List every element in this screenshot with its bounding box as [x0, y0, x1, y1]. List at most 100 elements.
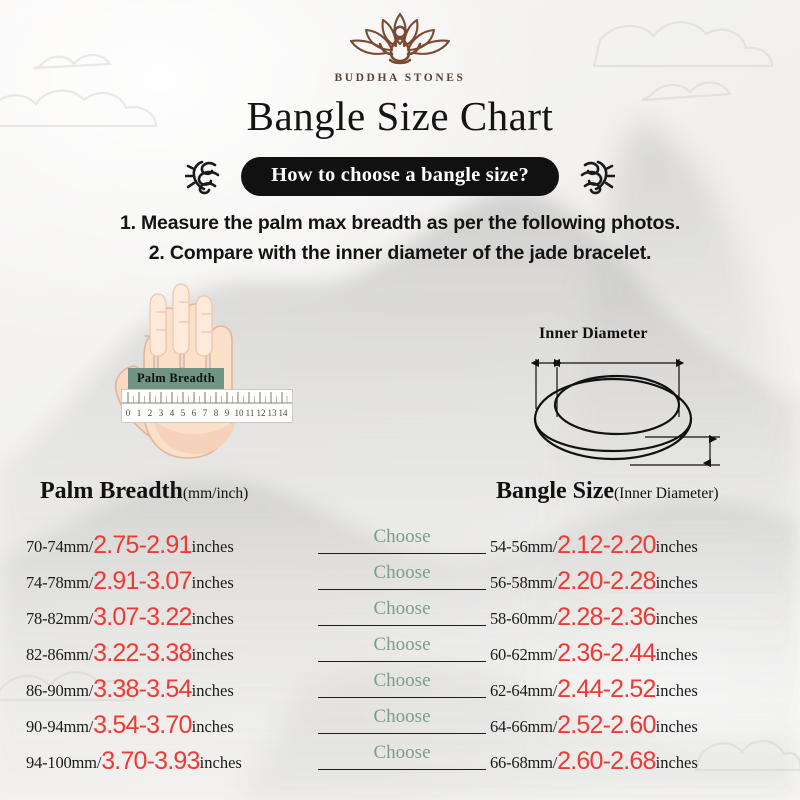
- bangle-size-cell: 60-62mm/2.36-2.44 inches: [490, 639, 786, 667]
- palm-breadth-mm: 86-90mm/: [26, 681, 94, 700]
- palm-breadth-mm: 74-78mm/: [26, 573, 94, 592]
- choose-connector[interactable]: Choose: [318, 563, 486, 593]
- bangle-size-inches-value: 2.52-2.60: [557, 711, 656, 739]
- bangle-size-cell: 54-56mm/2.12-2.20 inches: [490, 532, 786, 558]
- bangle-size-cell: 58-60mm/2.28-2.36 inches: [490, 603, 786, 631]
- instruction-step-2: 2. Compare with the inner diameter of th…: [148, 242, 652, 265]
- bangle-size-mm: 62-64mm/: [490, 681, 558, 700]
- choose-label: Choose: [373, 706, 431, 727]
- instruction-list: 1. Measure the palm max breadth as per t…: [0, 208, 800, 268]
- palm-breadth-inches-value: 3.07-3.22: [93, 603, 192, 631]
- palm-breadth-header-unit: (mm/inch): [182, 485, 249, 502]
- bangle-size-cell: 64-66mm/2.52-2.60 inches: [490, 711, 786, 739]
- choose-label: Choose: [373, 742, 431, 763]
- choose-label: Choose: [373, 598, 431, 619]
- palm-breadth-inches-value: 3.70-3.93: [101, 747, 200, 775]
- choose-connector[interactable]: Choose: [318, 707, 486, 737]
- svg-text:2: 2: [148, 408, 153, 418]
- bangle-size-cell: 56-58mm/2.20-2.28 inches: [490, 567, 786, 595]
- table-row: 78-82mm/3.07-3.22 inches Choose 58-60mm/2.2…: [0, 593, 800, 631]
- palm-breadth-mm: 94-100mm/: [26, 753, 102, 772]
- palm-breadth-column-header: Palm Breadth(mm/inch): [40, 478, 248, 505]
- svg-text:10: 10: [235, 408, 245, 418]
- palm-breadth-unit: inches: [191, 717, 234, 736]
- choose-underline: [318, 661, 486, 662]
- bangle-ring-diagram-icon: [530, 358, 720, 468]
- choose-label: Choose: [373, 526, 431, 547]
- bangle-size-mm: 60-62mm/: [490, 645, 558, 664]
- palm-breadth-inches-value: 2.91-3.07: [93, 567, 192, 595]
- table-row: 86-90mm/3.38-3.54 inches Choose 62-64mm/2.4…: [0, 665, 800, 703]
- instruction-step-1: 1. Measure the palm max breadth as per t…: [119, 212, 681, 234]
- bangle-diameter-illustration: Inner Diameter: [505, 325, 755, 475]
- bangle-size-inches-value: 2.20-2.28: [557, 567, 656, 595]
- bangle-size-unit: inches: [655, 573, 698, 592]
- size-table: 70-74mm/2.75-2.91 inches Choose 54-56mm/2.1…: [0, 521, 800, 775]
- choose-connector[interactable]: Choose: [318, 527, 486, 557]
- palm-breadth-header-main: Palm Breadth: [40, 478, 183, 504]
- bangle-size-header-main: Bangle Size: [496, 478, 614, 504]
- palm-breadth-unit: inches: [191, 645, 234, 664]
- bangle-size-inches-value: 2.60-2.68: [557, 747, 656, 775]
- svg-text:0: 0: [126, 408, 131, 418]
- bangle-size-inches-value: 2.28-2.36: [557, 603, 656, 631]
- palm-breadth-badge: Palm Breadth: [128, 368, 225, 390]
- svg-text:14: 14: [279, 408, 289, 418]
- choose-underline: [318, 625, 486, 626]
- palm-breadth-inches-value: 3.38-3.54: [93, 675, 192, 703]
- palm-breadth-unit: inches: [191, 537, 234, 556]
- table-row: 82-86mm/3.22-3.38 inches Choose 60-62mm/2.3…: [0, 629, 800, 667]
- svg-text:8: 8: [214, 408, 219, 418]
- bangle-size-column-header: Bangle Size(Inner Diameter): [496, 478, 719, 505]
- bangle-size-mm: 54-56mm/: [490, 537, 558, 556]
- svg-text:7: 7: [203, 408, 208, 418]
- bangle-size-mm: 56-58mm/: [490, 573, 558, 592]
- choose-underline: [318, 733, 486, 734]
- palm-breadth-cell: 70-74mm/2.75-2.91 inches: [26, 532, 314, 558]
- palm-breadth-unit: inches: [191, 573, 234, 592]
- table-row: 90-94mm/3.54-3.70 inches Choose 64-66mm/2.5…: [0, 701, 800, 739]
- bangle-size-cell: 66-68mm/2.60-2.68 inches: [490, 747, 786, 775]
- brand-name: BUDDHA STONES: [334, 72, 466, 84]
- bangle-size-unit: inches: [655, 609, 698, 628]
- cloud-swirl-ornament-icon: [185, 160, 220, 195]
- palm-breadth-mm: 90-94mm/: [26, 717, 94, 736]
- table-row: 74-78mm/2.91-3.07 inches Choose 56-58mm/2.2…: [0, 557, 800, 595]
- bangle-size-unit: inches: [655, 681, 698, 700]
- palm-breadth-unit: inches: [191, 681, 234, 700]
- page-title: Bangle Size Chart: [246, 93, 554, 139]
- palm-breadth-cell: 86-90mm/3.38-3.54 inches: [26, 675, 314, 703]
- bangle-size-mm: 64-66mm/: [490, 717, 558, 736]
- choose-label: Choose: [373, 634, 431, 655]
- table-row: 70-74mm/2.75-2.91 inches Choose 54-56mm/2.1…: [0, 521, 800, 558]
- bangle-size-unit: inches: [655, 753, 698, 772]
- svg-text:1: 1: [137, 408, 142, 418]
- palm-breadth-cell: 90-94mm/3.54-3.70 inches: [26, 712, 314, 738]
- palm-breadth-inches-value: 3.22-3.38: [93, 639, 192, 667]
- palm-breadth-cell: 74-78mm/2.91-3.07 inches: [26, 567, 314, 595]
- bangle-size-inches-value: 2.36-2.44: [557, 639, 656, 667]
- svg-text:3: 3: [159, 408, 164, 418]
- choose-connector[interactable]: Choose: [318, 635, 486, 665]
- palm-breadth-mm: 78-82mm/: [26, 609, 94, 628]
- subtitle-row: How to choose a bangle size?: [0, 156, 800, 196]
- palm-breadth-cell: 82-86mm/3.22-3.38 inches: [26, 639, 314, 667]
- choose-connector[interactable]: Choose: [318, 671, 486, 701]
- choose-underline: [318, 697, 486, 698]
- svg-text:9: 9: [225, 408, 230, 418]
- choose-connector[interactable]: Choose: [318, 599, 486, 629]
- svg-text:12: 12: [257, 408, 266, 418]
- palm-breadth-mm: 70-74mm/: [26, 537, 94, 556]
- palm-breadth-unit: inches: [199, 753, 242, 772]
- lotus-meditation-icon: [349, 12, 451, 65]
- bangle-size-unit: inches: [655, 537, 698, 556]
- cloud-swirl-ornament-icon: [580, 160, 615, 195]
- bangle-size-unit: inches: [655, 645, 698, 664]
- choose-connector[interactable]: Choose: [318, 743, 486, 773]
- choose-label: Choose: [373, 562, 431, 583]
- palm-breadth-mm: 82-86mm/: [26, 645, 94, 664]
